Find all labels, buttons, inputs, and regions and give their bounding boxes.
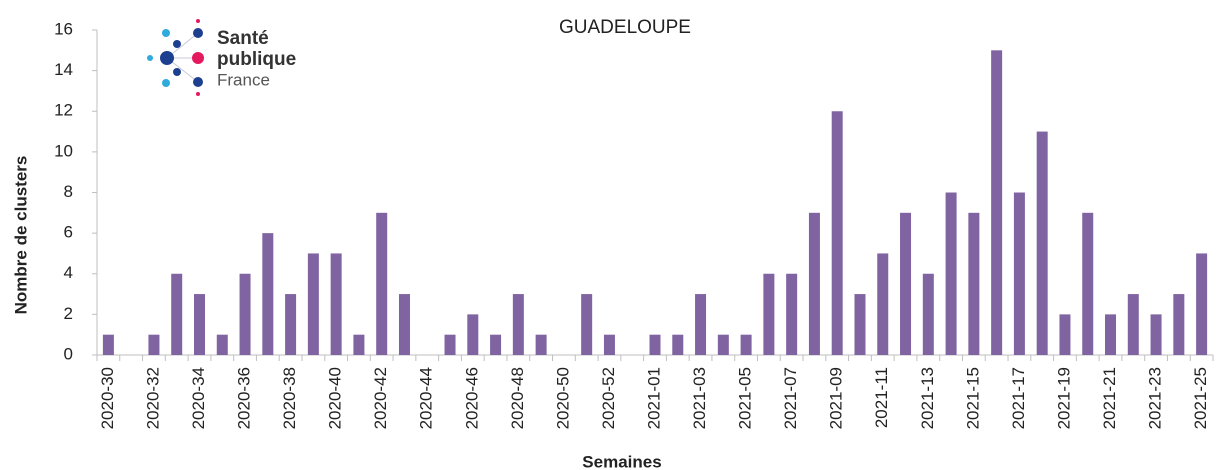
bar [922,273,934,355]
bar [808,212,820,355]
x-tick-label: 2021-21 [1100,367,1119,429]
logo-text: Santé [217,28,269,49]
bar [786,273,798,355]
bar [467,314,479,355]
x-tick-label: 2021-15 [963,367,982,429]
x-tick-label: 2020-50 [553,367,572,429]
x-tick-label: 2020-52 [599,367,618,429]
logo-text: publique [217,49,296,70]
logo-dot [147,55,153,61]
x-tick-label: 2020-34 [189,367,208,429]
x-tick-label: 2021-05 [736,367,755,429]
logo-dot [173,40,181,48]
x-tick-label: 2021-19 [1054,367,1073,429]
bar [1127,294,1139,355]
x-tick-label: 2021-23 [1146,367,1165,429]
y-tick-label: 14 [54,60,73,79]
bar [148,334,160,355]
bar [1173,294,1185,355]
bar [1013,192,1025,355]
bar [398,294,410,355]
bar [1196,253,1208,355]
bar [877,253,889,355]
x-tick-label: 2021-07 [781,367,800,429]
y-tick-label: 6 [64,223,73,242]
bar [216,334,228,355]
bar [649,334,661,355]
x-tick-label: 2021-09 [827,367,846,429]
x-tick-label: 2020-46 [462,367,481,429]
bar [535,334,547,355]
x-tick-label: 2020-44 [417,367,436,429]
logo-dot [193,28,203,38]
logo-text: France [217,70,270,89]
x-tick-label: 2020-48 [508,367,527,429]
bar [1036,131,1048,355]
bar [330,253,342,355]
bar [490,334,502,355]
y-tick-label: 2 [64,304,73,323]
bar [444,334,456,355]
logo-dot [196,92,200,96]
bar [1059,314,1071,355]
logo-dot [160,51,174,65]
x-tick-label: 2020-42 [371,367,390,429]
x-tick-label: 2021-25 [1191,367,1210,429]
logo-dot [162,79,170,87]
x-tick-label: 2020-40 [326,367,345,429]
x-tick-label: 2021-03 [690,367,709,429]
x-tick-label: 2021-17 [1009,367,1028,429]
bar [307,253,319,355]
bar [763,273,775,355]
y-axis-title: Nombre de clusters [11,156,30,315]
logo-dot [196,19,200,23]
bar [353,334,365,355]
x-tick-label: 2020-36 [235,367,254,429]
bar [512,294,524,355]
y-tick-label: 4 [64,263,73,282]
bar [102,334,114,355]
bar [603,334,615,355]
bar [285,294,297,355]
logo-dot [162,29,170,37]
logo: Santé publique France [147,19,296,96]
x-tick-label: 2021-11 [872,367,891,428]
bar [193,294,205,355]
y-tick-label: 8 [64,182,73,201]
x-tick-label: 2020-30 [98,367,117,429]
bar [740,334,752,355]
logo-dot [193,77,203,87]
bar [672,334,684,355]
bar [171,273,183,355]
bar [900,212,912,355]
bar [831,111,843,355]
bar [581,294,593,355]
x-tick-label: 2021-13 [918,367,937,429]
x-axis-title: Semaines [582,452,661,470]
x-tick-label: 2020-38 [280,367,299,429]
y-tick-label: 0 [64,344,73,363]
bar [262,233,274,355]
bar [1105,314,1117,355]
bar [1082,212,1094,355]
chart-title: GUADELOUPE [559,17,691,38]
bar [717,334,729,355]
y-tick-label: 10 [54,141,73,160]
x-tick-label: 2020-32 [143,367,162,429]
bar [376,212,388,355]
bar [239,273,251,355]
logo-dot [192,52,204,64]
y-tick-label: 12 [54,101,73,120]
bar [854,294,866,355]
y-tick-label: 16 [54,19,73,38]
bar [695,294,707,355]
x-tick-label: 2021-01 [644,367,663,429]
bar [945,192,957,355]
logo-dot [173,68,181,76]
bar [1150,314,1162,355]
bar [968,212,980,355]
bar [991,50,1003,355]
